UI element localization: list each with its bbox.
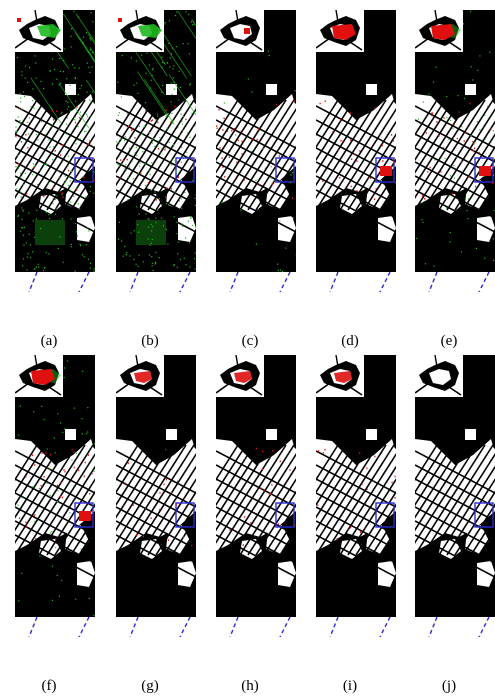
zoom-connector [415, 617, 495, 637]
zoom-connector [216, 272, 296, 292]
zoom-inset [216, 355, 264, 397]
panel-c: (c) [216, 10, 296, 355]
zoom-connector [316, 272, 396, 292]
zoom-inset [316, 355, 364, 397]
panel-label: (h) [216, 678, 284, 695]
panel-b: (b) [116, 10, 196, 355]
zoom-inset [116, 10, 164, 52]
zoom-inset [216, 10, 264, 52]
zoom-inset [316, 10, 364, 52]
panel-d: (d) [316, 10, 396, 355]
zoom-inset [415, 10, 463, 52]
panel-label: (c) [216, 333, 284, 350]
panel-i: (i) [316, 355, 396, 700]
panel-label: (f) [15, 678, 83, 695]
zoom-connector [15, 272, 95, 292]
zoom-inset [15, 355, 63, 397]
panel-label: (b) [116, 333, 184, 350]
zoom-inset [415, 355, 463, 397]
panel-label: (d) [316, 333, 384, 350]
zoom-connector [116, 272, 196, 292]
panel-label: (i) [316, 678, 384, 695]
zoom-connector [216, 617, 296, 637]
zoom-connector [415, 272, 495, 292]
zoom-connector [15, 617, 95, 637]
panel-label: (j) [415, 678, 483, 695]
panel-j: (j) [415, 355, 495, 700]
panel-label: (e) [415, 333, 483, 350]
panel-a: (a) [15, 10, 95, 355]
zoom-connector [316, 617, 396, 637]
panel-h: (h) [216, 355, 296, 700]
zoom-connector [116, 617, 196, 637]
zoom-inset [116, 355, 164, 397]
panel-e: (e) [415, 10, 495, 355]
panel-label: (a) [15, 333, 83, 350]
panel-label: (g) [116, 678, 184, 695]
zoom-inset [15, 10, 63, 52]
panel-g: (g) [116, 355, 196, 700]
panel-f: (f) [15, 355, 95, 700]
